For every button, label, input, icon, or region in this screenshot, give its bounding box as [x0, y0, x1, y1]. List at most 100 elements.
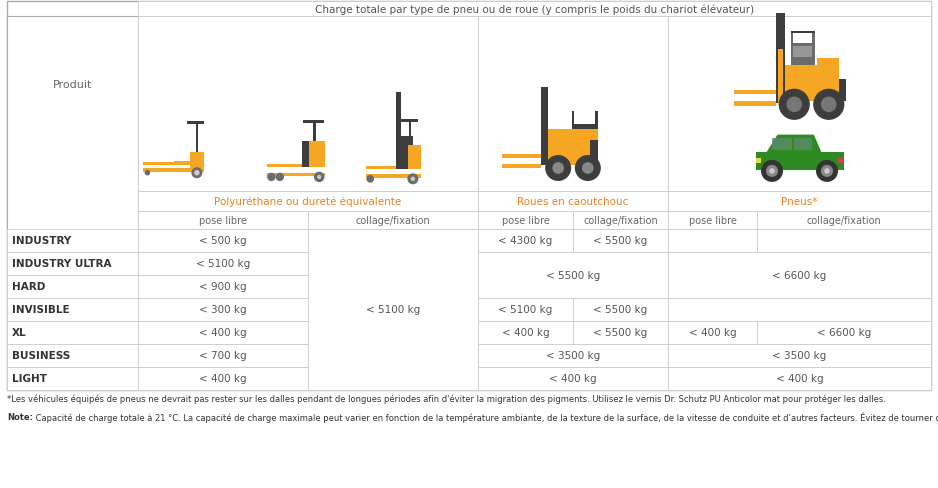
Bar	[138, 2, 931, 17]
Bar	[502, 154, 540, 158]
Bar	[138, 229, 308, 252]
Bar	[138, 212, 308, 229]
Bar	[187, 122, 204, 124]
Bar	[668, 298, 931, 321]
Bar	[7, 275, 138, 298]
Text: Note:: Note:	[7, 412, 33, 421]
Bar	[138, 345, 308, 367]
Text: pose libre: pose libre	[688, 216, 736, 225]
Bar	[478, 229, 573, 252]
Bar	[7, 367, 138, 390]
Text: < 400 kg: < 400 kg	[776, 374, 824, 384]
Text: Capacité de charge totale à 21 °C. La capacité de charge maximale peut varier en: Capacité de charge totale à 21 °C. La ca…	[33, 412, 938, 423]
Text: *Les véhicules équipés de pneus ne devrait pas rester sur les dalles pendant de : *Les véhicules équipés de pneus ne devra…	[7, 394, 885, 404]
Bar	[755, 159, 761, 164]
Text: collage/fixation: collage/fixation	[356, 216, 431, 225]
Circle shape	[194, 171, 200, 176]
Bar	[401, 145, 421, 169]
Bar	[138, 192, 478, 212]
Bar	[190, 152, 204, 172]
Bar	[7, 17, 138, 390]
Circle shape	[816, 161, 838, 183]
Text: < 5500 kg: < 5500 kg	[594, 236, 647, 246]
Circle shape	[761, 161, 783, 183]
Bar	[478, 321, 573, 345]
Bar	[267, 165, 325, 168]
Bar	[138, 321, 308, 345]
Bar	[573, 298, 668, 321]
Bar	[143, 163, 204, 165]
Bar	[478, 298, 573, 321]
Circle shape	[821, 165, 833, 178]
Text: BUSINESS: BUSINESS	[12, 351, 70, 361]
Text: Pneus*: Pneus*	[781, 197, 818, 206]
Bar	[138, 275, 308, 298]
Circle shape	[552, 163, 564, 175]
Circle shape	[766, 165, 778, 178]
Circle shape	[786, 97, 802, 113]
Circle shape	[407, 174, 418, 185]
Bar	[7, 229, 138, 252]
Text: HARD: HARD	[12, 282, 45, 292]
Bar	[401, 137, 413, 145]
Text: < 5500 kg: < 5500 kg	[594, 305, 647, 315]
Circle shape	[582, 163, 594, 175]
Bar	[573, 321, 668, 345]
Bar	[757, 321, 931, 345]
Bar	[772, 139, 792, 151]
Bar	[7, 2, 931, 390]
Bar	[7, 345, 138, 367]
Bar	[478, 367, 668, 390]
Bar	[571, 124, 598, 130]
Bar	[668, 321, 757, 345]
Text: < 3500 kg: < 3500 kg	[772, 351, 826, 361]
Circle shape	[267, 173, 276, 182]
Polygon shape	[766, 135, 822, 153]
Bar	[478, 345, 668, 367]
Bar	[734, 91, 776, 95]
Bar	[302, 142, 325, 168]
Text: < 5500 kg: < 5500 kg	[546, 270, 600, 281]
Circle shape	[798, 81, 809, 90]
Text: collage/fixation: collage/fixation	[583, 216, 658, 225]
Bar	[668, 367, 931, 390]
Bar	[734, 102, 776, 106]
Text: INDUSTRY: INDUSTRY	[12, 236, 71, 246]
Text: < 400 kg: < 400 kg	[688, 328, 736, 338]
Text: < 6600 kg: < 6600 kg	[772, 270, 826, 281]
Bar	[267, 173, 325, 177]
Bar	[7, 298, 138, 321]
Bar	[366, 175, 421, 178]
Bar	[571, 112, 574, 124]
Bar	[755, 153, 843, 170]
Bar	[757, 229, 931, 252]
Text: < 400 kg: < 400 kg	[199, 374, 247, 384]
Bar	[7, 252, 138, 275]
Bar	[817, 59, 839, 65]
Text: < 4300 kg: < 4300 kg	[498, 236, 552, 246]
Text: < 5100 kg: < 5100 kg	[196, 259, 250, 269]
Bar	[838, 159, 843, 164]
Bar	[138, 367, 308, 390]
Text: Charge totale par type de pneu ou de roue (y compris le poids du chariot élévate: Charge totale par type de pneu ou de rou…	[315, 4, 754, 15]
Text: Polyuréthane ou dureté équivalente: Polyuréthane ou dureté équivalente	[215, 196, 401, 207]
Text: < 400 kg: < 400 kg	[549, 374, 597, 384]
Bar	[839, 80, 846, 102]
Circle shape	[769, 169, 775, 174]
Bar	[401, 120, 417, 122]
Bar	[478, 192, 668, 212]
Bar	[540, 88, 549, 166]
Text: LIGHT: LIGHT	[12, 374, 47, 384]
Bar	[7, 321, 138, 345]
Text: < 5100 kg: < 5100 kg	[498, 305, 552, 315]
Text: < 900 kg: < 900 kg	[199, 282, 247, 292]
Bar	[303, 121, 324, 123]
Bar	[794, 139, 811, 151]
Circle shape	[191, 168, 203, 179]
Circle shape	[144, 171, 150, 176]
Circle shape	[545, 156, 571, 182]
Bar	[793, 47, 812, 58]
Bar	[308, 229, 478, 390]
Bar	[668, 17, 931, 192]
Bar	[478, 252, 668, 298]
